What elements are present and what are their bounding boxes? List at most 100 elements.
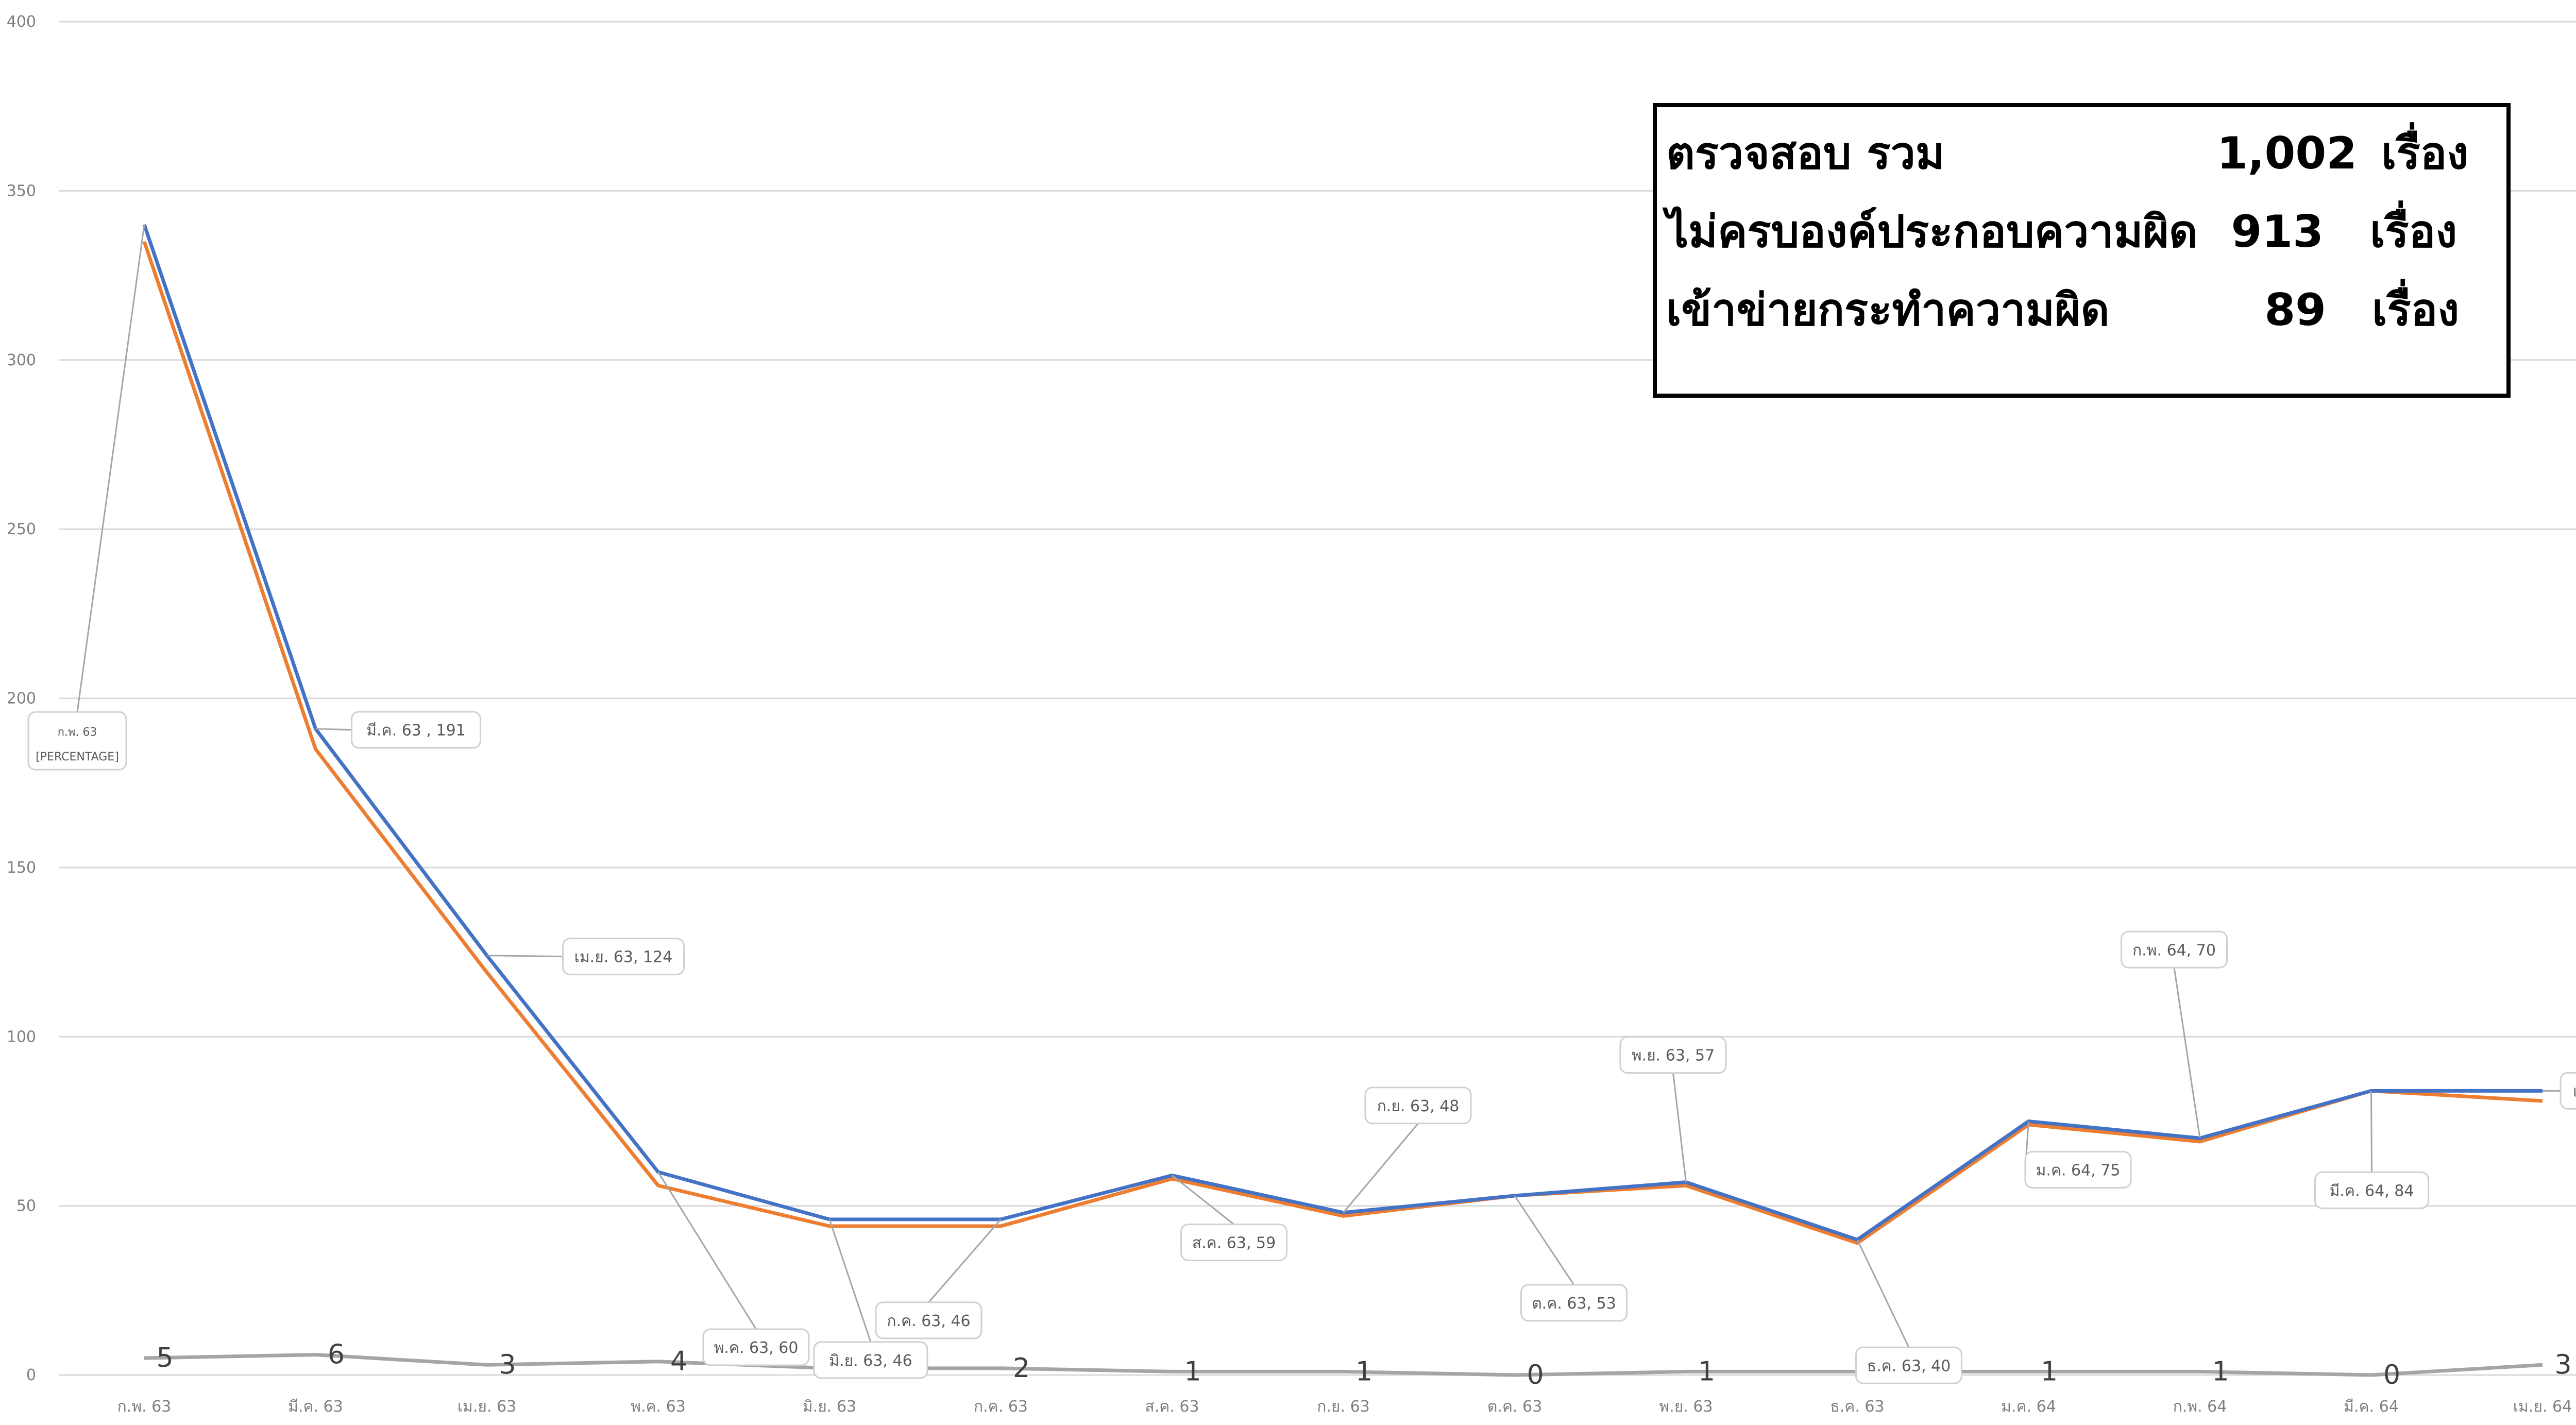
x-tick-label: ก.พ. 63 [117, 1398, 172, 1416]
callout-text: มี.ค. 63 , 191 [366, 722, 466, 740]
summary-offense-name: เข้าข่ายกระทำความผิด [1666, 284, 2110, 336]
y-tick-label: 400 [7, 13, 36, 31]
callout-text: เม.ย. 64, 84 [2573, 1082, 2576, 1100]
callout-leader [1343, 1123, 1419, 1213]
callout-text: ก.ค. 63, 46 [887, 1312, 970, 1330]
summary-total-name: ตรวจสอบ รวม [1666, 128, 1945, 179]
callout-box [2024, 1150, 2132, 1189]
callout-text: เม.ย. 63, 124 [574, 948, 673, 966]
data-callout: ธ.ค. 63, 40 [1855, 1239, 1962, 1384]
gray-value-label: 1 [2041, 1356, 2058, 1387]
x-tick-label: พ.ย. 63 [1659, 1398, 1713, 1416]
data-callout: พ.ค. 63, 60 [657, 1172, 810, 1366]
x-tick-label: ม.ค. 64 [2001, 1398, 2056, 1416]
callout-text: ก.พ. 64, 70 [2132, 941, 2216, 959]
callout-box [2560, 1072, 2576, 1110]
summary-total-value: 1,002 [2216, 128, 2357, 179]
callout-leader [1514, 1195, 1575, 1285]
callout-text: ต.ค. 63, 53 [1532, 1295, 1616, 1313]
summary-row-incomplete: ไม่ครบองค์ประกอบความผิด 913 เรื่อง [1666, 196, 2496, 268]
summary-incomplete-value: 913 [2231, 206, 2324, 258]
callout-text: ธ.ค. 63, 40 [1867, 1357, 1951, 1375]
y-tick-label: 350 [7, 182, 36, 200]
callout-box [875, 1301, 982, 1339]
x-tick-label: เม.ย. 63 [457, 1398, 516, 1416]
y-tick-label: 100 [7, 1028, 36, 1046]
x-tick-label: ธ.ค. 63 [1830, 1398, 1884, 1416]
y-axis-ticks: 0 50 100 150 200 250 300 350 400 [7, 13, 36, 1384]
x-tick-label: เม.ย. 64 [2513, 1398, 2572, 1416]
callout-leader [315, 728, 352, 731]
callout-box [1364, 1087, 1472, 1125]
callout-text: พ.ย. 63, 57 [1632, 1047, 1715, 1065]
data-callout: ก.พ. 63 [PERCENTAGE] [27, 224, 145, 771]
x-tick-label: ต.ค. 63 [1487, 1398, 1542, 1416]
callout-leader [657, 1172, 757, 1330]
x-tick-label: พ.ค. 63 [631, 1398, 686, 1416]
summary-incomplete-unit: เรื่อง [2370, 206, 2458, 258]
data-callout: ก.ค. 63, 46 [875, 1218, 1002, 1339]
callout-leader [486, 955, 563, 958]
x-tick-label: ก.ย. 63 [1317, 1398, 1370, 1416]
data-callout: พ.ย. 63, 57 [1619, 1036, 1727, 1182]
x-tick-label: มี.ค. 64 [2344, 1398, 2399, 1416]
callout-text: ก.ย. 63, 48 [1377, 1097, 1460, 1115]
data-callout: ก.ย. 63, 48 [1343, 1087, 1472, 1213]
summary-offense-unit: เรื่อง [2372, 284, 2460, 336]
x-axis-ticks: ก.พ. 63 มี.ค. 63 เม.ย. 63 พ.ค. 63 มิ.ย. 63 ก.… [117, 1398, 2572, 1416]
data-callout: ส.ค. 63, 59 [1172, 1175, 1287, 1262]
callout-box [562, 938, 685, 976]
x-tick-label: มิ.ย. 63 [803, 1398, 856, 1416]
data-callout: ม.ค. 64, 75 [2024, 1121, 2132, 1189]
y-tick-label: 150 [7, 859, 36, 877]
gray-value-label: 3 [2554, 1349, 2571, 1380]
gray-value-label: 0 [1527, 1360, 1544, 1390]
gray-value-label: 3 [499, 1349, 516, 1380]
gray-value-label: 5 [156, 1343, 173, 1373]
data-callout: มิ.ย. 63, 46 [813, 1219, 928, 1379]
gray-value-label: 2 [1013, 1353, 1030, 1384]
x-tick-label: ส.ค. 63 [1145, 1398, 1199, 1416]
callout-box [27, 711, 127, 771]
gray-value-label: 6 [328, 1339, 345, 1370]
gray-value-label: 0 [2383, 1360, 2400, 1390]
data-callout: เม.ย. 64, 84 [2543, 1072, 2576, 1110]
y-tick-label: 300 [7, 351, 36, 369]
data-callout: ก.พ. 64, 70 [2121, 930, 2228, 1139]
callout-box [1520, 1284, 1628, 1322]
y-tick-label: 250 [7, 520, 36, 538]
summary-row-offense: เข้าข่ายกระทำความผิด 89 เรื่อง [1666, 274, 2496, 346]
summary-row-total: ตรวจสอบ รวม 1,002 เรื่อง [1666, 117, 2496, 190]
callout-box [2121, 930, 2228, 969]
callout-leader [928, 1218, 1002, 1303]
callout-box [1180, 1224, 1287, 1262]
data-callout: มี.ค. 63 , 191 [315, 711, 481, 749]
summary-box: ตรวจสอบ รวม 1,002 เรื่อง ไม่ครบองค์ประกอ… [1653, 103, 2511, 398]
x-tick-label: ก.พ. 64 [2173, 1398, 2227, 1416]
x-tick-label: ก.ค. 63 [974, 1398, 1028, 1416]
gray-value-label: 1 [1184, 1356, 1201, 1387]
x-tick-label: มี.ค. 63 [288, 1398, 343, 1416]
callout-leader [2173, 968, 2201, 1139]
gray-value-label: 1 [1698, 1356, 1715, 1387]
summary-incomplete-name: ไม่ครบองค์ประกอบความผิด [1666, 206, 2198, 258]
callout-box [1619, 1036, 1727, 1074]
callout-text-secondary: [PERCENTAGE] [36, 751, 119, 764]
callout-box [813, 1341, 928, 1379]
data-callout: มี.ค. 64, 84 [2314, 1091, 2429, 1209]
gray-value-label: 1 [2212, 1356, 2229, 1387]
callout-text: มิ.ย. 63, 46 [829, 1352, 912, 1370]
callout-leader [828, 1219, 872, 1343]
gray-value-label: 4 [670, 1346, 687, 1377]
y-tick-label: 50 [16, 1197, 36, 1215]
data-callout: เม.ย. 63, 124 [486, 938, 685, 976]
data-labels: 563422110111103ก.พ. 63[PERCENTAGE]มี.ค. … [27, 224, 2576, 1390]
callout-leader [1172, 1175, 1234, 1225]
callout-box [1855, 1346, 1962, 1384]
gridlines [59, 21, 2576, 1376]
callout-leader [1672, 1073, 1687, 1182]
summary-total-unit: เรื่อง [2381, 128, 2469, 179]
callout-text: ก.พ. 63 [58, 726, 97, 739]
callout-text: มี.ค. 64, 84 [2330, 1182, 2414, 1200]
callout-box [702, 1328, 810, 1366]
